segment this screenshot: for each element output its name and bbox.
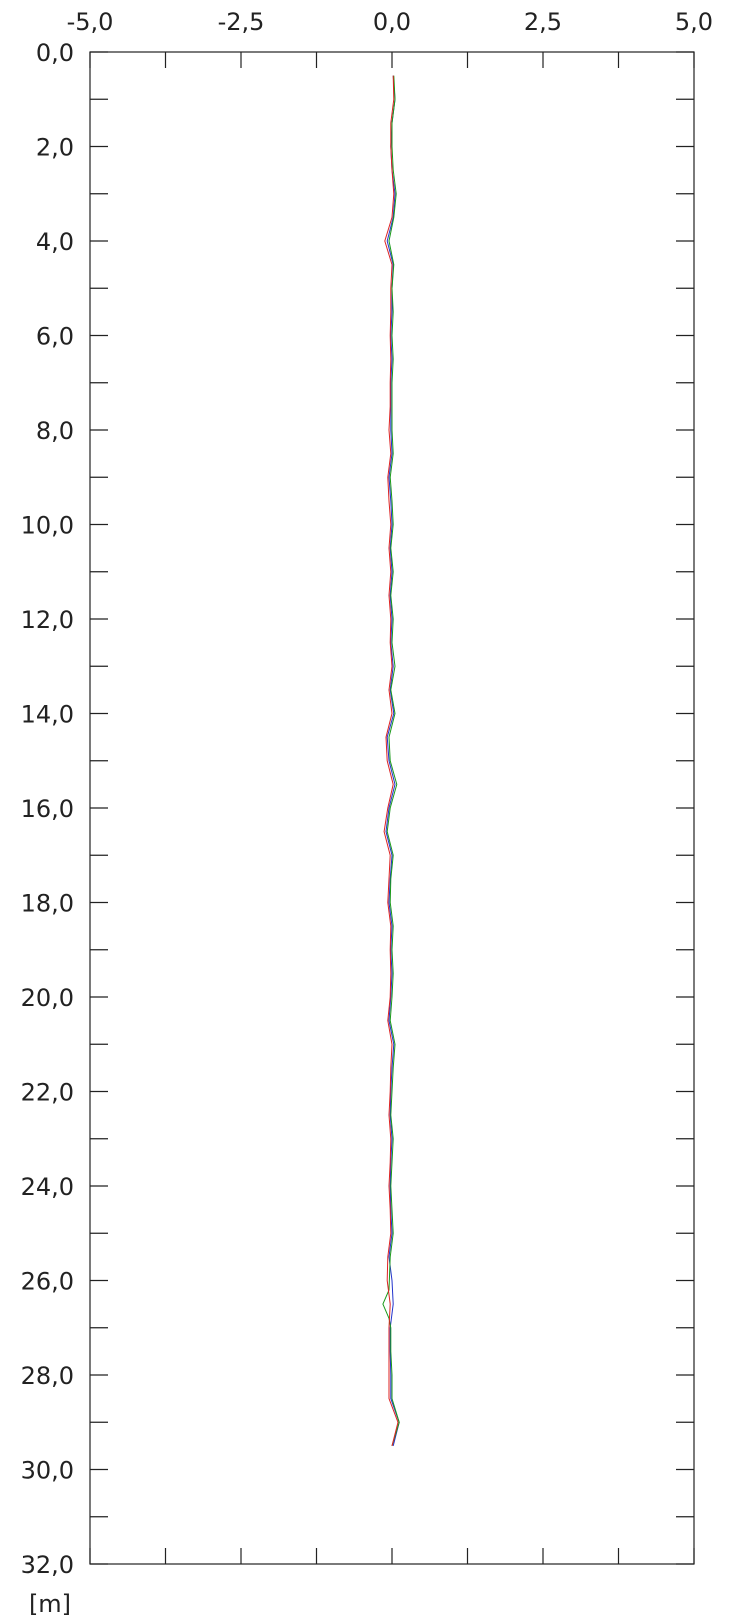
y-tick-label: 20,0: [21, 984, 74, 1012]
y-axis-unit-label: [m]: [29, 1590, 71, 1616]
y-tick-label: 2,0: [36, 134, 74, 162]
y-tick-label: 30,0: [21, 1457, 74, 1485]
x-tick-label: -2,5: [218, 8, 265, 36]
y-tick-label: 4,0: [36, 228, 74, 256]
y-tick-label: 8,0: [36, 417, 74, 445]
series-line-3: [383, 75, 399, 1447]
y-tick-label: 12,0: [21, 606, 74, 634]
axes: [89, 51, 695, 1565]
y-tick-label: 26,0: [21, 1268, 74, 1296]
y-tick-label: 32,0: [21, 1551, 74, 1579]
tick-labels: -5,0 -2,5 0,0 2,5 5,0 0,0 2,0 4,0 6,0 8,0 10,0 12,0…: [21, 8, 714, 1579]
series-line-2: [382, 75, 400, 1447]
y-tick-label: 0,0: [36, 39, 74, 67]
x-tick-label: 5,0: [675, 8, 713, 36]
y-tick-label: 14,0: [21, 701, 74, 729]
y-tick-label: 28,0: [21, 1362, 74, 1390]
y-tick-label: 22,0: [21, 1079, 74, 1107]
x-tick-label: 2,5: [524, 8, 562, 36]
y-tick-label: 10,0: [21, 512, 74, 540]
y-tick-label: 18,0: [21, 890, 74, 918]
x-tick-label: 0,0: [373, 8, 411, 36]
series-line-1: [385, 75, 400, 1447]
x-tick-label: -5,0: [67, 8, 114, 36]
series-lines: [382, 75, 400, 1447]
y-tick-label: 16,0: [21, 795, 74, 823]
y-tick-label: 6,0: [36, 323, 74, 351]
y-tick-label: 24,0: [21, 1173, 74, 1201]
